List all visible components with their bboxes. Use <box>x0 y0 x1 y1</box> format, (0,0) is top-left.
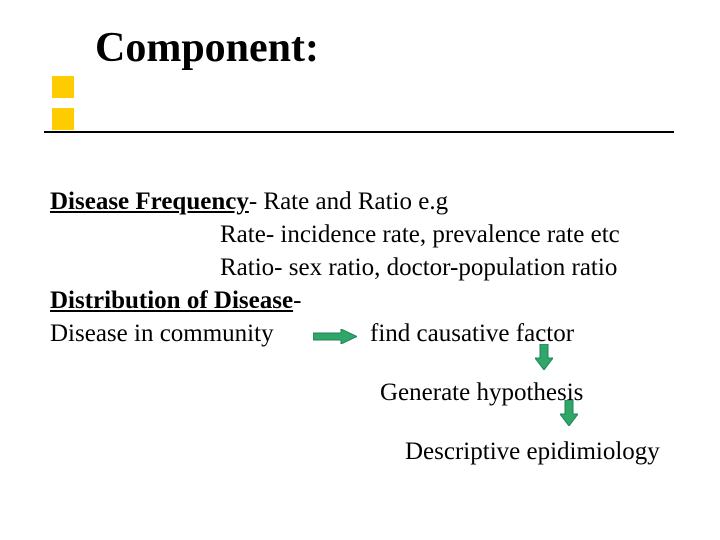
text-l1-rest: - Rate and Ratio e.g <box>249 188 448 215</box>
label-distribution: Distribution of Disease <box>50 287 293 314</box>
line-hypothesis: Generate hypothesis <box>50 376 700 409</box>
title-block: Component: <box>95 24 319 72</box>
slide: Component: Disease Frequency- Rate and R… <box>0 0 720 540</box>
line-rate: Rate- incidence rate, prevalence rate et… <box>50 218 700 251</box>
line-community: Disease in community find causative fact… <box>50 317 700 350</box>
body-text: Disease Frequency- Rate and Ratio e.g Ra… <box>50 185 700 468</box>
text-disease-community: Disease in community <box>50 317 274 350</box>
accent-square-icon <box>52 108 74 130</box>
text-find-causative: find causative factor <box>370 317 574 350</box>
line-ratio: Ratio- sex ratio, doctor-population rati… <box>50 251 700 284</box>
line-disease-frequency: Disease Frequency- Rate and Ratio e.g <box>50 185 700 218</box>
slide-title: Component: <box>95 24 319 72</box>
text-l4-rest: - <box>293 287 301 314</box>
title-divider <box>44 131 674 133</box>
line-descriptive: Descriptive epidimiology <box>50 435 700 468</box>
line-distribution: Distribution of Disease- <box>50 284 700 317</box>
accent-square-icon <box>52 76 74 98</box>
label-disease-frequency: Disease Frequency <box>50 188 249 215</box>
